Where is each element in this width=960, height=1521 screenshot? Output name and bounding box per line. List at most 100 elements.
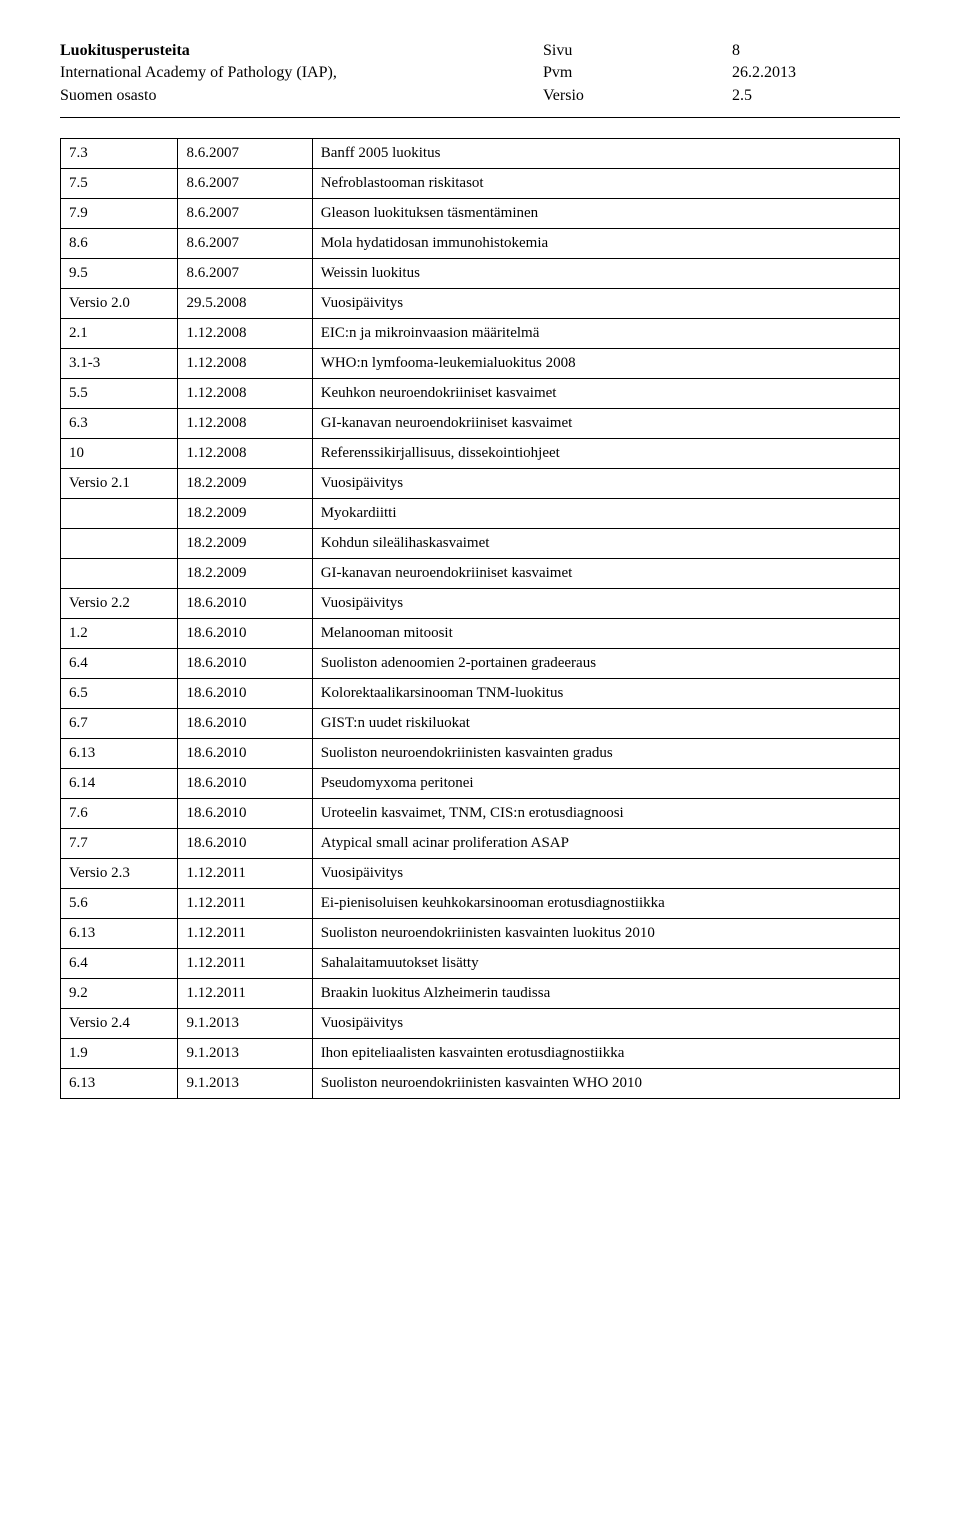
description-cell: Vuosipäivitys bbox=[312, 589, 899, 619]
date-cell: 1.12.2011 bbox=[178, 859, 312, 889]
org-line-1: International Academy of Pathology (IAP)… bbox=[60, 62, 522, 84]
table-row: Versio 2.218.6.2010Vuosipäivitys bbox=[61, 589, 900, 619]
section-cell: 2.1 bbox=[61, 319, 178, 349]
section-cell: 6.7 bbox=[61, 709, 178, 739]
section-cell bbox=[61, 499, 178, 529]
section-cell: 6.4 bbox=[61, 949, 178, 979]
date-value: 26.2.2013 bbox=[732, 62, 900, 84]
date-cell: 18.6.2010 bbox=[178, 829, 312, 859]
table-row: Versio 2.029.5.2008Vuosipäivitys bbox=[61, 289, 900, 319]
section-cell bbox=[61, 529, 178, 559]
description-cell: GI-kanavan neuroendokriiniset kasvaimet bbox=[312, 559, 899, 589]
date-cell: 18.6.2010 bbox=[178, 619, 312, 649]
description-cell: Myokardiitti bbox=[312, 499, 899, 529]
date-cell: 18.2.2009 bbox=[178, 469, 312, 499]
description-cell: Sahalaitamuutokset lisätty bbox=[312, 949, 899, 979]
date-cell: 1.12.2008 bbox=[178, 439, 312, 469]
table-row: 18.2.2009GI-kanavan neuroendokriiniset k… bbox=[61, 559, 900, 589]
description-cell: Keuhkon neuroendokriiniset kasvaimet bbox=[312, 379, 899, 409]
date-cell: 8.6.2007 bbox=[178, 199, 312, 229]
date-cell: 8.6.2007 bbox=[178, 169, 312, 199]
description-cell: Nefroblastooman riskitasot bbox=[312, 169, 899, 199]
table-row: 6.131.12.2011Suoliston neuroendokriinist… bbox=[61, 919, 900, 949]
section-cell bbox=[61, 559, 178, 589]
date-cell: 9.1.2013 bbox=[178, 1069, 312, 1099]
date-cell: 18.2.2009 bbox=[178, 529, 312, 559]
table-row: Versio 2.49.1.2013Vuosipäivitys bbox=[61, 1009, 900, 1039]
description-cell: Ei-pienisoluisen keuhkokarsinooman erotu… bbox=[312, 889, 899, 919]
section-cell: 9.5 bbox=[61, 259, 178, 289]
date-cell: 1.12.2011 bbox=[178, 889, 312, 919]
table-row: 18.2.2009Myokardiitti bbox=[61, 499, 900, 529]
description-cell: Suoliston adenoomien 2-portainen gradeer… bbox=[312, 649, 899, 679]
date-cell: 1.12.2011 bbox=[178, 919, 312, 949]
section-cell: 5.6 bbox=[61, 889, 178, 919]
description-cell: Melanooman mitoosit bbox=[312, 619, 899, 649]
date-cell: 18.6.2010 bbox=[178, 709, 312, 739]
section-cell: Versio 2.0 bbox=[61, 289, 178, 319]
description-cell: Atypical small acinar proliferation ASAP bbox=[312, 829, 899, 859]
description-cell: Vuosipäivitys bbox=[312, 1009, 899, 1039]
section-cell: Versio 2.1 bbox=[61, 469, 178, 499]
description-cell: EIC:n ja mikroinvaasion määritelmä bbox=[312, 319, 899, 349]
description-cell: GI-kanavan neuroendokriiniset kasvaimet bbox=[312, 409, 899, 439]
revision-table: 7.38.6.2007Banff 2005 luokitus7.58.6.200… bbox=[60, 138, 900, 1099]
date-cell: 18.2.2009 bbox=[178, 499, 312, 529]
table-row: 9.58.6.2007Weissin luokitus bbox=[61, 259, 900, 289]
section-cell: 8.6 bbox=[61, 229, 178, 259]
table-row: 9.21.12.2011Braakin luokitus Alzheimerin… bbox=[61, 979, 900, 1009]
table-row: 2.11.12.2008EIC:n ja mikroinvaasion määr… bbox=[61, 319, 900, 349]
date-cell: 8.6.2007 bbox=[178, 139, 312, 169]
description-cell: Suoliston neuroendokriinisten kasvainten… bbox=[312, 739, 899, 769]
table-row: 7.618.6.2010Uroteelin kasvaimet, TNM, CI… bbox=[61, 799, 900, 829]
description-cell: Gleason luokituksen täsmentäminen bbox=[312, 199, 899, 229]
section-cell: 7.5 bbox=[61, 169, 178, 199]
section-cell: Versio 2.4 bbox=[61, 1009, 178, 1039]
table-row: 6.518.6.2010Kolorektaalikarsinooman TNM-… bbox=[61, 679, 900, 709]
description-cell: Banff 2005 luokitus bbox=[312, 139, 899, 169]
date-cell: 29.5.2008 bbox=[178, 289, 312, 319]
table-row: Versio 2.118.2.2009Vuosipäivitys bbox=[61, 469, 900, 499]
date-cell: 8.6.2007 bbox=[178, 259, 312, 289]
table-row: 7.718.6.2010Atypical small acinar prolif… bbox=[61, 829, 900, 859]
section-cell: 7.3 bbox=[61, 139, 178, 169]
table-row: 6.418.6.2010Suoliston adenoomien 2-porta… bbox=[61, 649, 900, 679]
version-label: Versio bbox=[543, 85, 711, 107]
section-cell: 5.5 bbox=[61, 379, 178, 409]
section-cell: 9.2 bbox=[61, 979, 178, 1009]
date-cell: 1.12.2008 bbox=[178, 349, 312, 379]
date-cell: 18.6.2010 bbox=[178, 769, 312, 799]
description-cell: Kolorektaalikarsinooman TNM-luokitus bbox=[312, 679, 899, 709]
description-cell: Suoliston neuroendokriinisten kasvainten… bbox=[312, 919, 899, 949]
version-value: 2.5 bbox=[732, 85, 900, 107]
description-cell: Weissin luokitus bbox=[312, 259, 899, 289]
date-cell: 18.6.2010 bbox=[178, 589, 312, 619]
section-cell: 6.4 bbox=[61, 649, 178, 679]
date-cell: 9.1.2013 bbox=[178, 1039, 312, 1069]
table-row: 3.1-31.12.2008WHO:n lymfooma-leukemialuo… bbox=[61, 349, 900, 379]
date-label: Pvm bbox=[543, 62, 711, 84]
date-cell: 8.6.2007 bbox=[178, 229, 312, 259]
date-cell: 18.6.2010 bbox=[178, 739, 312, 769]
table-row: 6.1418.6.2010Pseudomyxoma peritonei bbox=[61, 769, 900, 799]
table-row: 101.12.2008Referenssikirjallisuus, disse… bbox=[61, 439, 900, 469]
header-divider bbox=[60, 117, 900, 118]
table-row: 6.139.1.2013Suoliston neuroendokriiniste… bbox=[61, 1069, 900, 1099]
date-cell: 18.6.2010 bbox=[178, 679, 312, 709]
table-row: 6.1318.6.2010Suoliston neuroendokriinist… bbox=[61, 739, 900, 769]
date-cell: 1.12.2008 bbox=[178, 319, 312, 349]
table-row: 7.38.6.2007Banff 2005 luokitus bbox=[61, 139, 900, 169]
date-cell: 1.12.2008 bbox=[178, 379, 312, 409]
description-cell: Vuosipäivitys bbox=[312, 859, 899, 889]
section-cell: 7.6 bbox=[61, 799, 178, 829]
date-cell: 1.12.2008 bbox=[178, 409, 312, 439]
description-cell: Braakin luokitus Alzheimerin taudissa bbox=[312, 979, 899, 1009]
section-cell: 7.7 bbox=[61, 829, 178, 859]
description-cell: Suoliston neuroendokriinisten kasvainten… bbox=[312, 1069, 899, 1099]
description-cell: WHO:n lymfooma-leukemialuokitus 2008 bbox=[312, 349, 899, 379]
description-cell: Mola hydatidosan immunohistokemia bbox=[312, 229, 899, 259]
description-cell: Kohdun sileälihaskasvaimet bbox=[312, 529, 899, 559]
table-row: 6.41.12.2011Sahalaitamuutokset lisätty bbox=[61, 949, 900, 979]
section-cell: 6.13 bbox=[61, 739, 178, 769]
table-row: 18.2.2009Kohdun sileälihaskasvaimet bbox=[61, 529, 900, 559]
